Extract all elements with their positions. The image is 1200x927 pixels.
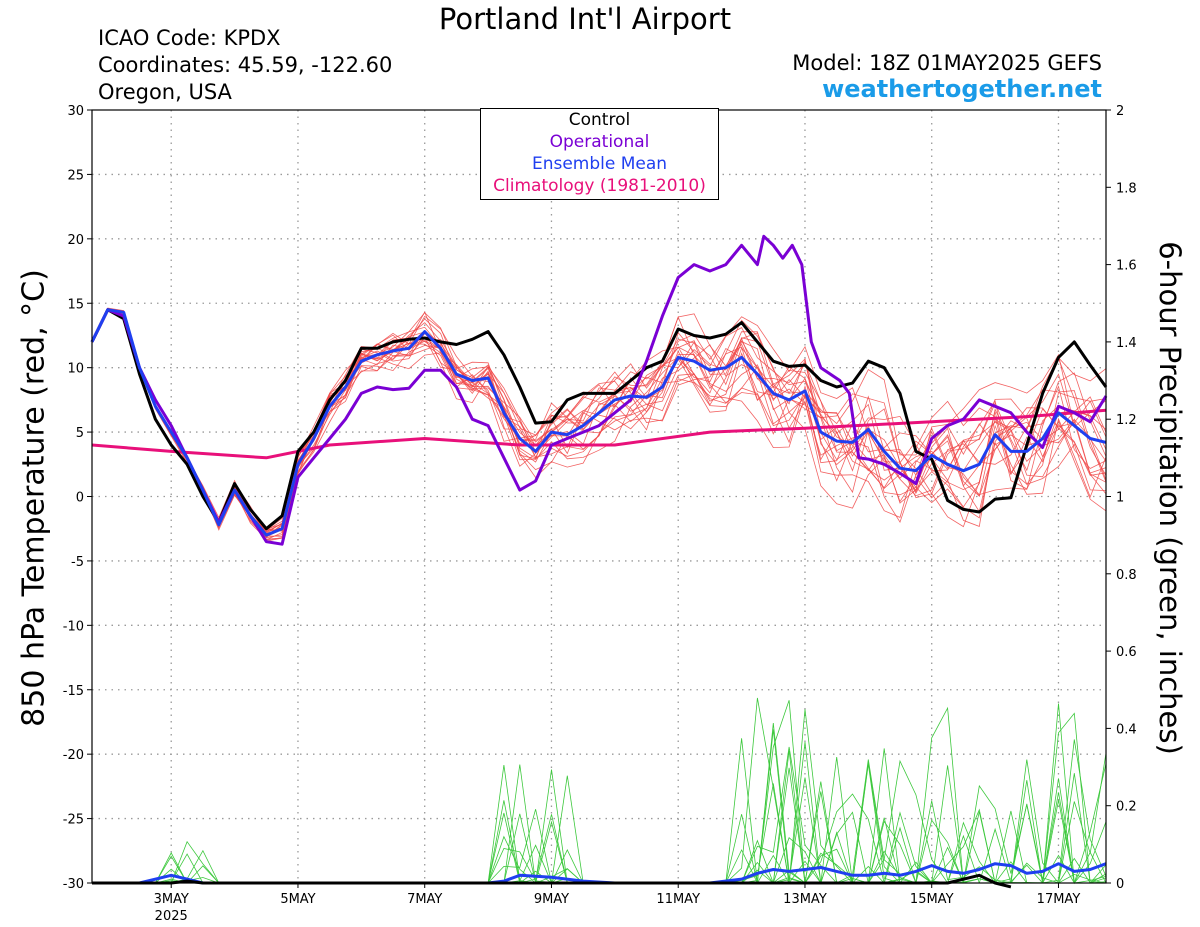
y-tick-label: -20 — [63, 748, 84, 763]
tick-labels: 302520151050-5-10-15-20-25-3021.81.61.41… — [63, 104, 1137, 924]
y-tick-label: 20 — [67, 233, 84, 248]
series-lines — [90, 234, 1108, 889]
legend: Control Operational Ensemble Mean Climat… — [480, 108, 719, 200]
series-line — [90, 308, 1107, 537]
series-line — [91, 408, 1107, 460]
y2-tick-label: 0.6 — [1116, 645, 1137, 660]
y2-tick-label: 1.6 — [1116, 259, 1137, 274]
y2-tick-label: 0.4 — [1116, 722, 1137, 737]
y-tick-label: -30 — [63, 877, 84, 892]
x-tick-label: 3MAY — [154, 892, 189, 907]
y2-tick-label: 1.4 — [1116, 336, 1137, 351]
series-line — [90, 308, 1108, 531]
precipitation-lines — [92, 697, 1107, 885]
y-tick-label: -15 — [63, 684, 84, 699]
y-axis-label: 850 hPa Temperature (red, °C) — [16, 269, 52, 727]
x-tick-label: 15MAY — [910, 892, 954, 907]
legend-item-control: Control — [568, 110, 631, 130]
chart-title: Portland Int'l Airport — [438, 2, 732, 36]
year-label: 2025 — [155, 909, 188, 924]
region-label: Oregon, USA — [98, 80, 232, 104]
y2-tick-label: 1 — [1116, 491, 1124, 506]
icao-code-label: ICAO Code: KPDX — [98, 26, 281, 50]
precip-member-line — [92, 700, 1107, 884]
x-tick-label: 7MAY — [407, 892, 442, 907]
precip-member-line — [92, 697, 1106, 884]
secondary-y-axis-label: 6-hour Precipitation (green, inches) — [1153, 241, 1187, 755]
y2-tick-label: 1.8 — [1116, 181, 1137, 196]
y-tick-label: -10 — [63, 619, 84, 634]
x-tick-label: 13MAY — [783, 892, 827, 907]
y-tick-label: -25 — [63, 813, 84, 828]
x-tick-label: 9MAY — [534, 892, 569, 907]
y-tick-label: -5 — [71, 555, 84, 570]
precip-member-line — [92, 703, 1107, 884]
y2-tick-label: 0 — [1116, 877, 1124, 892]
y-tick-label: 10 — [67, 362, 84, 377]
y2-tick-label: 0.8 — [1116, 568, 1137, 583]
legend-item-climatology: Climatology (1981-2010) — [493, 176, 706, 196]
legend-item-ensemble-mean: Ensemble Mean — [531, 154, 668, 174]
y2-tick-label: 0.2 — [1116, 800, 1137, 815]
x-tick-label: 11MAY — [656, 892, 700, 907]
grid-lines — [92, 110, 1106, 883]
y2-tick-label: 1.2 — [1116, 413, 1137, 428]
website-label: weathertogether.net — [822, 75, 1102, 103]
x-tick-label: 5MAY — [280, 892, 315, 907]
y-tick-label: 25 — [67, 168, 84, 183]
y-tick-label: 5 — [76, 426, 84, 441]
model-run-label: Model: 18Z 01MAY2025 GEFS — [792, 51, 1102, 75]
x-tick-label: 17MAY — [1037, 892, 1081, 907]
y-tick-label: 30 — [67, 104, 84, 119]
coordinates-label: Coordinates: 45.59, -122.60 — [98, 53, 393, 77]
legend-item-operational: Operational — [549, 132, 650, 152]
y-tick-label: 15 — [67, 297, 84, 312]
y2-tick-label: 2 — [1116, 104, 1124, 119]
y-tick-label: 0 — [76, 491, 84, 506]
